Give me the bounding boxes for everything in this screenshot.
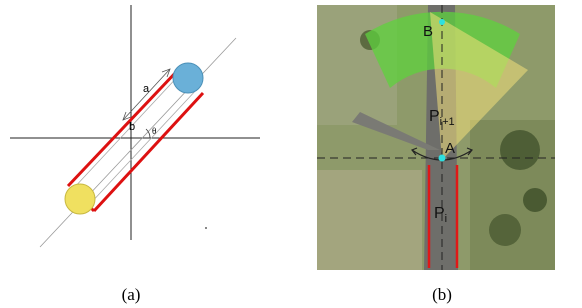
label-b-point: B	[423, 23, 433, 40]
panel-a: a b θ (a)	[10, 5, 260, 304]
inner-rectangle	[72, 72, 198, 206]
p-letter: P	[429, 108, 440, 125]
p-letter: P	[434, 205, 445, 222]
field	[317, 170, 422, 270]
figure: a b θ (a)	[0, 0, 582, 308]
yellow-circle	[65, 184, 95, 214]
diagonal-line	[40, 38, 236, 247]
tree	[500, 130, 540, 170]
blue-circle	[173, 63, 203, 93]
label-b: b	[129, 121, 135, 133]
label-a-point: A	[445, 140, 455, 157]
dot	[205, 227, 207, 229]
p-subscript: i	[445, 213, 447, 225]
tree	[489, 214, 521, 246]
caption-a: (a)	[122, 285, 141, 304]
panel-b: B A Pi+1 Pi (b)	[317, 5, 555, 304]
label-a: a	[143, 83, 150, 95]
point-b	[439, 19, 445, 25]
label-theta: θ	[152, 126, 156, 136]
red-side	[94, 93, 203, 211]
tree	[523, 188, 547, 212]
caption-b: (b)	[432, 285, 452, 304]
p-subscript: i+1	[440, 116, 455, 128]
